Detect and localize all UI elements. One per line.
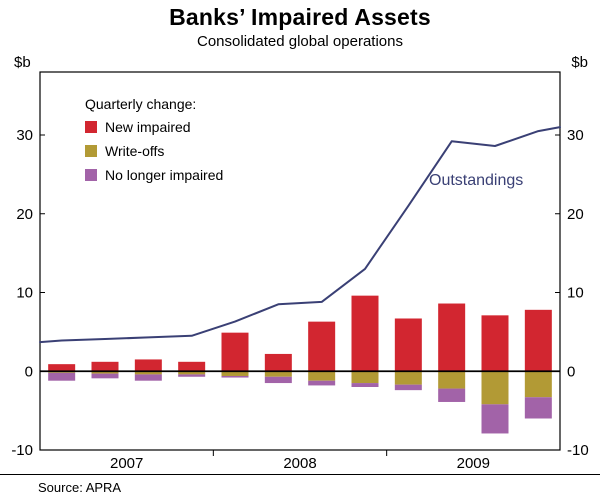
legend-label-no-longer-impaired: No longer impaired <box>105 167 224 183</box>
write-offs-swatch-icon <box>85 145 97 157</box>
bar-segment-new-impaired <box>481 315 509 372</box>
bar-segment-new-impaired <box>264 353 292 372</box>
bar-segment-write-offs <box>221 371 249 376</box>
legend-title: Quarterly change: <box>85 96 197 112</box>
bar-segment-new-impaired <box>91 361 119 372</box>
unit-label-right: $b <box>571 54 588 71</box>
bar-segment-write-offs <box>134 371 162 375</box>
y-tick-label-left: 0 <box>25 363 33 380</box>
bar-segment-no-longer-impaired <box>308 380 336 386</box>
bar-segment-new-impaired <box>134 359 162 372</box>
bar-segment-no-longer-impaired <box>178 374 206 377</box>
bar-segment-no-longer-impaired <box>524 397 552 419</box>
bar-segment-no-longer-impaired <box>481 404 509 434</box>
legend-item-write-offs: Write-offs <box>85 143 223 159</box>
bar-segment-no-longer-impaired <box>91 373 119 379</box>
bar-segment-write-offs <box>308 371 336 381</box>
unit-label-left: $b <box>14 54 31 71</box>
x-year-label: 2008 <box>283 455 316 472</box>
y-tick-label-left: 30 <box>16 127 33 144</box>
chart-legend: Quarterly change: New impaired Write-off… <box>85 96 223 191</box>
bar-segment-no-longer-impaired <box>221 375 249 378</box>
y-tick-label-right: 20 <box>567 206 584 223</box>
footer-rule <box>0 474 600 475</box>
legend-item-new-impaired: New impaired <box>85 119 223 135</box>
new-impaired-swatch-icon <box>85 121 97 133</box>
bar-segment-new-impaired <box>524 309 552 372</box>
y-tick-label-left: 10 <box>16 285 33 302</box>
bar-segment-write-offs <box>438 371 466 389</box>
bar-segment-new-impaired <box>351 295 379 372</box>
bar-segment-write-offs <box>524 371 552 398</box>
chart-subtitle: Consolidated global operations <box>197 33 403 50</box>
bar-segment-write-offs <box>481 371 509 405</box>
y-tick-label-right: 0 <box>567 363 575 380</box>
bar-segment-no-longer-impaired <box>134 374 162 381</box>
y-tick-label-right: 30 <box>567 127 584 144</box>
y-tick-label-left: -10 <box>11 442 33 459</box>
chart-title: Banks’ Impaired Assets <box>169 4 431 30</box>
outstandings-line <box>39 126 561 344</box>
bar-segment-new-impaired <box>308 321 336 372</box>
no-longer-impaired-swatch-icon <box>85 169 97 181</box>
bar-segment-no-longer-impaired <box>351 383 379 387</box>
x-year-label: 2007 <box>110 455 143 472</box>
bar-segment-no-longer-impaired <box>394 384 422 391</box>
bar-segment-write-offs <box>351 371 379 384</box>
bar-segment-new-impaired <box>221 332 249 372</box>
bar-segment-no-longer-impaired <box>438 388 466 402</box>
bar-segment-new-impaired <box>438 303 466 372</box>
bar-segment-no-longer-impaired <box>48 372 76 381</box>
bar-segment-write-offs <box>91 371 119 374</box>
y-tick-label-right: -10 <box>567 442 589 459</box>
legend-label-new-impaired: New impaired <box>105 119 191 135</box>
y-tick-label-left: 20 <box>16 206 33 223</box>
bar-segment-new-impaired <box>48 364 76 372</box>
x-year-label: 2009 <box>457 455 490 472</box>
bar-segment-write-offs <box>264 371 292 377</box>
source-note: Source: APRA <box>38 480 122 495</box>
bar-segment-new-impaired <box>394 318 422 372</box>
bar-segment-write-offs <box>178 371 206 375</box>
y-tick-label-right: 10 <box>567 285 584 302</box>
outstandings-line-label: Outstandings <box>429 172 524 189</box>
legend-label-write-offs: Write-offs <box>105 143 165 159</box>
plot-frame <box>39 71 561 451</box>
bar-segment-no-longer-impaired <box>264 376 292 384</box>
legend-item-no-longer-impaired: No longer impaired <box>85 167 223 183</box>
bar-segment-write-offs <box>394 371 422 385</box>
bar-segment-new-impaired <box>178 361 206 372</box>
